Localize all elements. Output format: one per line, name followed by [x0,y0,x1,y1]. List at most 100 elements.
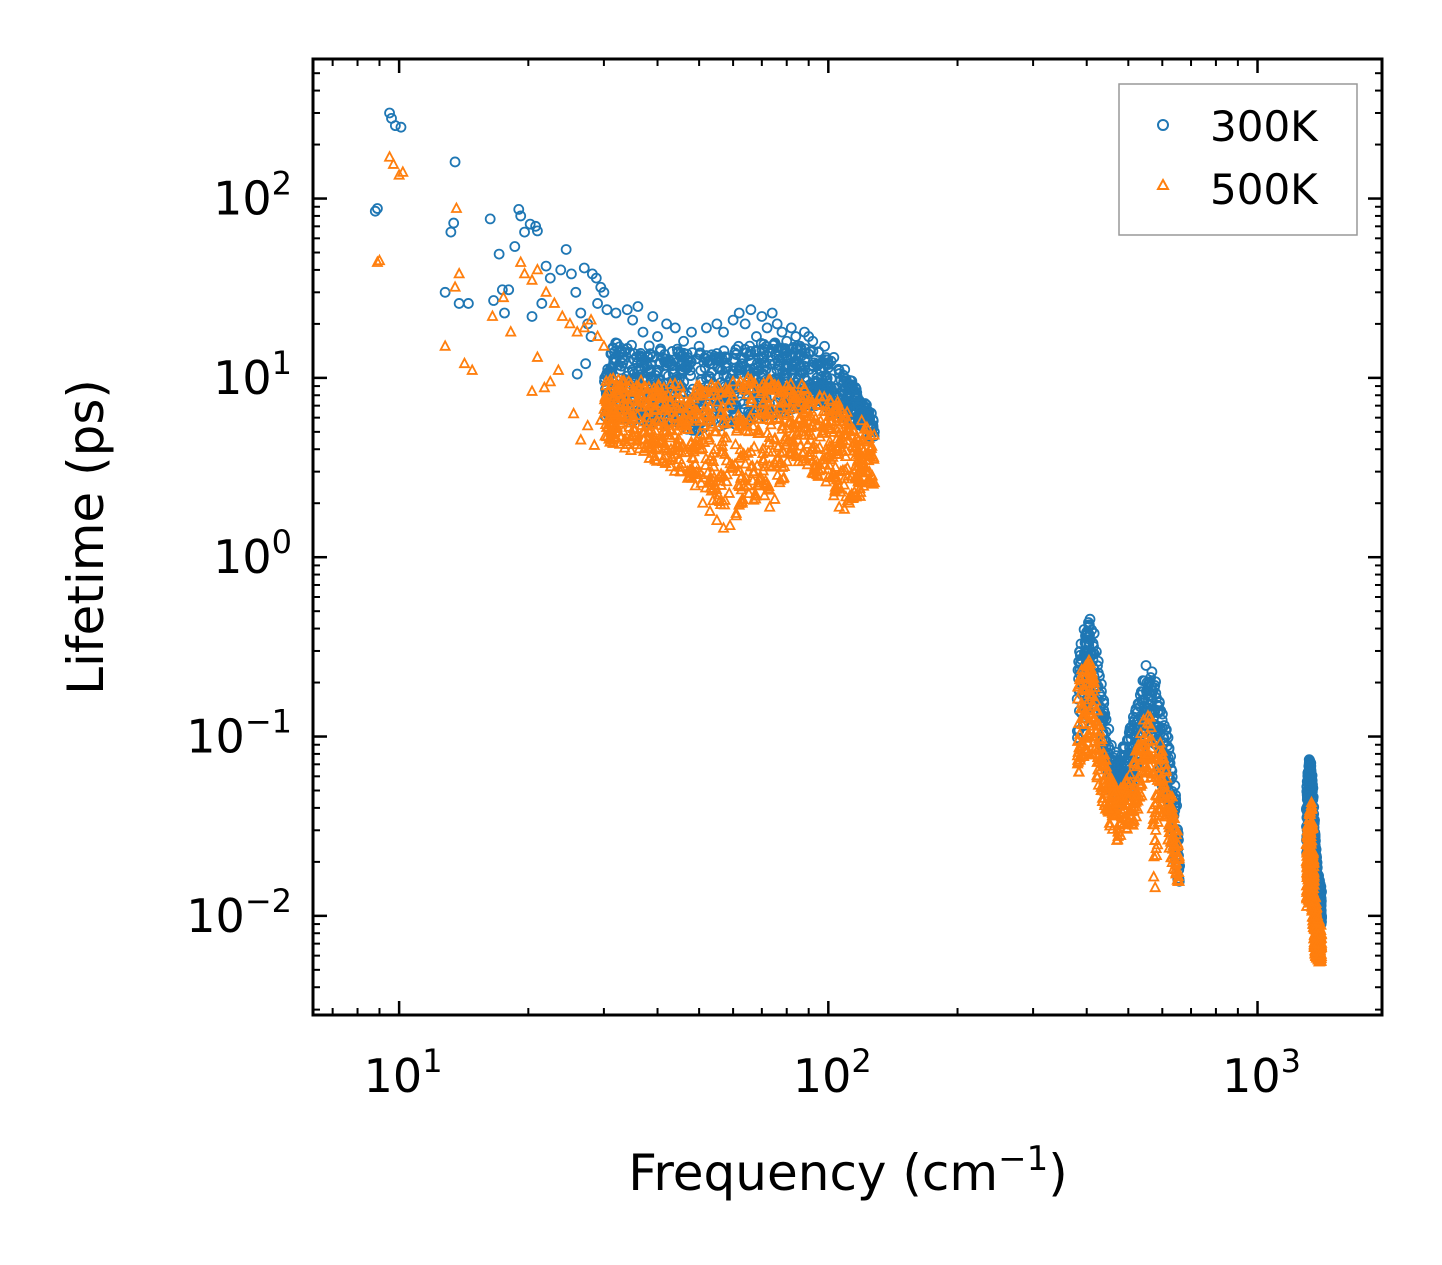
data-point-500K [656,454,669,466]
data-point-500K [630,378,643,391]
data-point-300K [1100,714,1112,725]
data-point-500K [1304,856,1317,868]
data-point-300K [1141,677,1153,688]
data-point-500K [1147,870,1160,882]
data-point-500K [705,377,718,390]
data-point-500K [1162,833,1175,845]
data-point-300K [711,318,723,330]
data-point-500K [1087,684,1100,696]
data-point-300K [695,365,707,376]
data-point-500K [808,459,821,471]
data-point-500K [1302,824,1315,836]
data-point-500K [667,405,680,417]
data-point-500K [758,459,771,472]
data-point-500K [768,492,781,504]
data-point-500K [531,262,544,275]
data-point-500K [733,378,746,391]
data-point-500K [794,439,807,451]
data-point-300K [703,355,715,367]
data-point-500K [729,437,742,450]
data-point-300K [536,298,548,309]
data-point-500K [387,157,400,169]
data-point-300K [750,344,762,356]
data-point-500K [1131,774,1144,786]
data-point-500K [725,415,738,427]
data-point-500K [636,390,649,402]
data-point-500K [1114,816,1127,829]
data-point-500K [1072,765,1085,777]
data-point-500K [702,433,715,445]
data-point-500K [704,474,717,486]
data-point-500K [862,432,875,444]
data-point-300K [462,298,474,309]
data-point-500K [834,434,847,446]
data-point-300K [519,226,530,238]
data-point-500K [795,425,808,437]
data-point-500K [792,412,805,424]
data-point-500K [1073,740,1086,753]
data-point-500K [1074,750,1087,763]
data-point-300K [774,360,786,372]
data-point-300K [730,349,742,360]
x-tick-label: 101 [364,1042,443,1103]
data-point-300K [621,304,633,316]
data-point-500K [685,461,698,473]
data-point-300K [1304,755,1316,767]
legend-marker-300k [1157,119,1169,131]
data-point-500K [393,168,406,180]
data-point-300K [745,345,757,357]
data-point-500K [1103,770,1116,783]
data-point-500K [757,442,770,454]
y-axis-label: Lifetime (ps) [57,379,115,695]
data-point-500K [776,385,789,397]
data-point-500K [1302,876,1315,889]
y-tick-label: 10−1 [186,703,292,764]
data-point-300K [799,364,811,376]
data-point-300K [637,326,649,338]
data-point-300K [665,356,676,368]
data-point-500K [848,444,861,456]
data-point-500K [784,377,797,389]
data-point-500K [867,452,880,464]
data-point-500K [841,428,854,440]
data-point-500K [681,400,694,413]
data-point-300K [1302,777,1314,788]
data-point-500K [663,428,676,440]
data-point-500K [829,460,842,472]
data-point-500K [861,473,874,485]
data-point-500K [1141,749,1154,762]
data-point-300K [719,351,731,363]
data-point-300K [820,370,832,382]
data-point-300K [788,361,799,373]
data-point-500K [703,504,716,516]
data-point-500K [811,397,824,409]
data-point-500K [690,465,703,477]
data-point-500K [786,427,799,439]
data-point-500K [635,373,648,386]
data-point-500K [1122,812,1135,825]
data-point-300K [785,322,797,334]
data-point-500K [765,417,778,430]
data-point-500K [775,395,788,408]
data-point-300K [590,272,602,284]
data-point-500K [850,488,863,500]
data-point-300K [652,331,663,342]
data-point-500K [1095,732,1108,744]
data-point-500K [830,473,843,485]
data-point-300K [488,295,499,306]
data-point-500K [804,391,817,403]
data-point-500K [664,377,677,389]
data-point-500K [1144,710,1157,722]
data-point-500K [1155,797,1168,809]
data-point-500K [754,411,767,424]
data-point-500K [858,422,871,434]
data-point-500K [1108,787,1121,799]
data-point-500K [643,451,656,463]
data-point-500K [1077,708,1090,720]
data-point-500K [831,442,844,454]
data-point-500K [817,404,830,416]
data-point-500K [650,443,663,455]
data-point-500K [458,356,471,369]
data-point-500K [819,416,832,428]
data-point-300K [771,318,783,330]
